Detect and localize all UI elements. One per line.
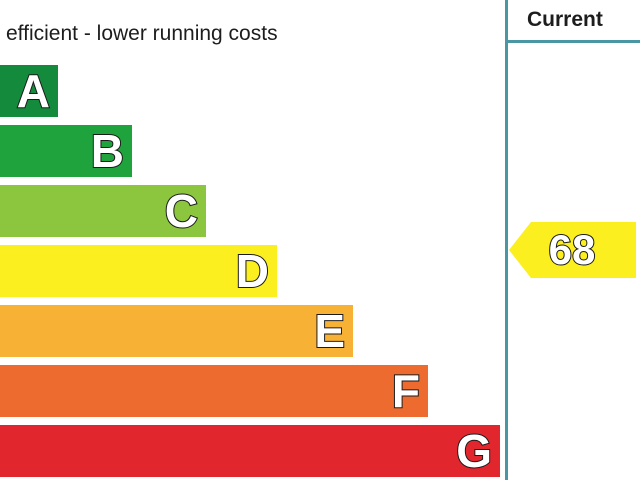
band-d: D: [0, 245, 277, 297]
header-divider: [505, 40, 640, 43]
column-divider: [505, 0, 508, 480]
band-letter-f: F: [391, 365, 421, 417]
band-letter-b: B: [90, 125, 125, 177]
current-rating-marker: [509, 222, 636, 278]
band-letter-c: C: [164, 185, 199, 237]
current-rating-value: 68: [548, 225, 597, 274]
band-letter-a: A: [16, 65, 51, 117]
band-a: A: [0, 65, 58, 117]
band-f: F: [0, 365, 428, 417]
band-letter-d: D: [235, 245, 270, 297]
band-b: B: [0, 125, 132, 177]
band-letter-g: G: [455, 425, 493, 477]
band-letter-e: E: [313, 305, 346, 357]
band-c: C: [0, 185, 206, 237]
current-column-header: Current: [527, 8, 603, 31]
efficiency-caption: efficient - lower running costs: [6, 22, 278, 45]
band-e: E: [0, 305, 353, 357]
band-g: G: [0, 425, 500, 477]
current-rating-arrow: [509, 222, 636, 278]
